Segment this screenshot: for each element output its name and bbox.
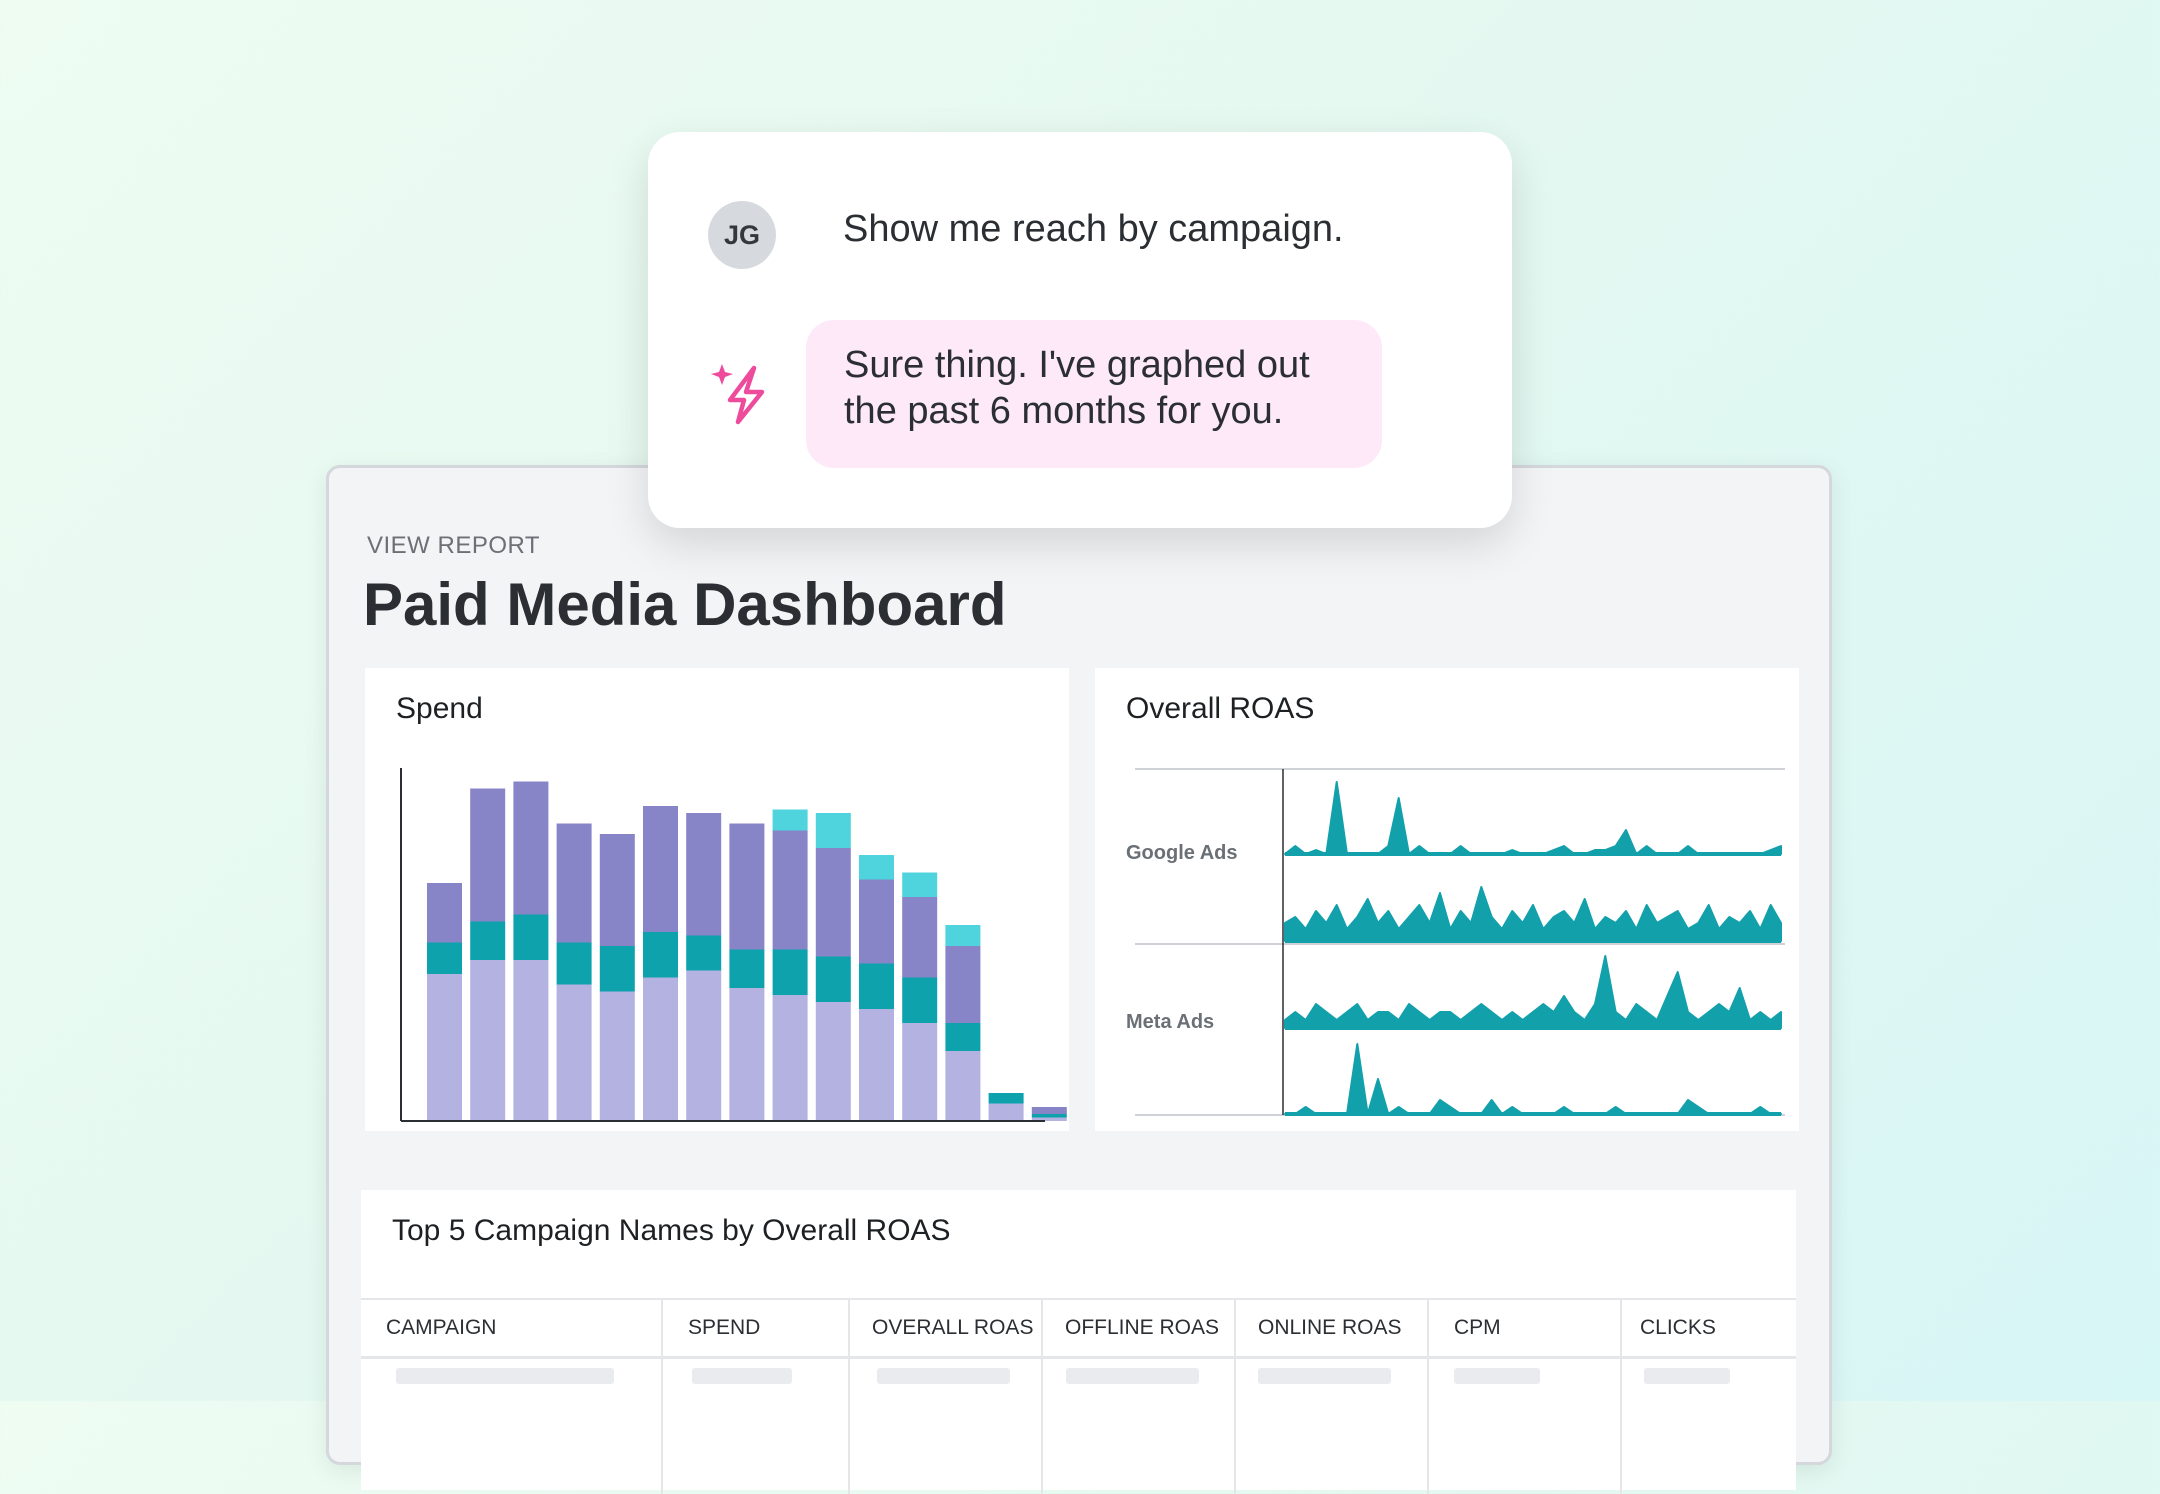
spend-bar-segment — [556, 942, 592, 985]
spend-bar-segment — [772, 995, 808, 1121]
spend-bar-segment — [815, 1002, 851, 1121]
loading-placeholder — [877, 1368, 1010, 1384]
loading-placeholder — [1258, 1368, 1391, 1384]
column-header-spend[interactable]: SPEND — [661, 1300, 848, 1356]
spend-bar-segment — [599, 991, 635, 1121]
spend-bar-segment — [686, 935, 722, 971]
spend-bar-segment — [470, 960, 506, 1121]
spend-card: Spend — [365, 668, 1069, 1131]
spend-bar-segment — [902, 1023, 938, 1121]
table-header-row: CAMPAIGN SPEND OVERALL ROAS OFFLINE ROAS… — [361, 1298, 1796, 1359]
column-divider — [661, 1354, 663, 1494]
user-message: Show me reach by campaign. — [843, 208, 1344, 250]
spend-bar-segment — [772, 809, 808, 831]
spend-bar-segment — [729, 823, 765, 950]
column-header-overall-roas[interactable]: OVERALL ROAS — [848, 1300, 1041, 1356]
spend-bar-segment — [859, 963, 894, 1009]
roas-sparkline — [1284, 781, 1782, 855]
spend-bar-segment — [427, 974, 462, 1121]
roas-row-label: Google Ads — [1126, 842, 1237, 864]
column-divider — [1427, 1354, 1429, 1494]
spend-bar-segment — [1031, 1117, 1067, 1121]
spend-bar-segment — [643, 806, 678, 932]
loading-placeholder — [1066, 1368, 1199, 1384]
spend-bar-segment — [772, 830, 808, 950]
spend-bar-segment — [686, 813, 722, 936]
spend-bar-segment — [902, 977, 938, 1023]
spend-bar-segment — [686, 970, 722, 1121]
spend-bar-segment — [599, 946, 635, 992]
column-divider — [1620, 1354, 1622, 1494]
sparkle-icon — [711, 364, 765, 425]
spend-card-title: Spend — [396, 692, 483, 725]
spend-bar-segment — [945, 925, 981, 946]
roas-card: Overall ROAS Google Ads Meta Ads — [1095, 668, 1799, 1131]
loading-placeholder — [396, 1368, 614, 1384]
column-divider — [848, 1354, 850, 1494]
spend-chart — [400, 768, 1067, 1122]
spend-bar-segment — [902, 872, 938, 897]
column-header-online-roas[interactable]: ONLINE ROAS — [1234, 1300, 1427, 1356]
roas-chart: Google Ads Meta Ads — [1126, 768, 1785, 1116]
spend-bar-segment — [470, 921, 506, 960]
spend-bar-segment — [859, 879, 894, 964]
campaign-table-card: Top 5 Campaign Names by Overall ROAS CAM… — [361, 1190, 1796, 1494]
spend-bar-segment — [643, 977, 678, 1121]
spend-bar-segment — [599, 834, 635, 946]
spend-bar-segment — [945, 1023, 981, 1051]
spend-bar-segment — [902, 897, 938, 978]
spend-bar-segment — [1031, 1114, 1067, 1118]
spend-bar-segment — [513, 781, 549, 915]
loading-placeholder — [1454, 1368, 1540, 1384]
spend-bar-segment — [859, 1009, 894, 1121]
spend-bar-segment — [945, 946, 981, 1023]
spend-bar-segment — [470, 788, 506, 922]
spend-bar-segment — [729, 949, 765, 988]
roas-card-title: Overall ROAS — [1126, 692, 1315, 725]
loading-placeholder — [692, 1368, 792, 1384]
spend-bar-segment — [513, 960, 549, 1121]
column-header-cpm[interactable]: CPM — [1427, 1300, 1620, 1356]
assistant-message: Sure thing. I've graphed out the past 6 … — [806, 320, 1382, 468]
spend-bar-segment — [945, 1051, 981, 1121]
spend-bar-segment — [815, 813, 851, 848]
dashboard-panel: VIEW REPORT Paid Media Dashboard Spend O… — [326, 465, 1832, 1494]
spend-bar-segment — [815, 956, 851, 1002]
view-report-link[interactable]: VIEW REPORT — [367, 532, 541, 559]
spend-bar-segment — [556, 984, 592, 1121]
spend-bar-segment — [988, 1103, 1024, 1121]
chat-popup: JG Show me reach by campaign. Sure thing… — [648, 132, 1512, 528]
roas-sparkline — [1284, 955, 1782, 1029]
spend-bar-segment — [513, 914, 549, 960]
spend-bar-segment — [988, 1093, 1024, 1104]
avatar: JG — [708, 201, 776, 269]
spend-bar-segment — [815, 848, 851, 957]
roas-sparkline — [1284, 1043, 1782, 1115]
spend-bar-segment — [556, 823, 592, 943]
spend-bar-segment — [427, 883, 462, 943]
spend-bar-segment — [427, 942, 462, 974]
column-header-campaign[interactable]: CAMPAIGN — [386, 1316, 497, 1339]
roas-row-label: Meta Ads — [1126, 1011, 1214, 1033]
column-header-clicks[interactable]: CLICKS — [1620, 1300, 1796, 1356]
spend-bar-segment — [772, 949, 808, 995]
column-divider — [1234, 1354, 1236, 1494]
column-header-offline-roas[interactable]: OFFLINE ROAS — [1041, 1300, 1234, 1356]
column-divider — [1041, 1354, 1043, 1494]
spend-bar-segment — [643, 932, 678, 978]
spend-bar-segment — [1031, 1107, 1067, 1114]
spend-bar-segment — [859, 855, 894, 880]
table-title: Top 5 Campaign Names by Overall ROAS — [392, 1214, 951, 1247]
roas-sparkline — [1284, 886, 1782, 942]
spend-bar-segment — [729, 988, 765, 1121]
loading-placeholder — [1644, 1368, 1730, 1384]
dashboard-title: Paid Media Dashboard — [363, 571, 1007, 638]
